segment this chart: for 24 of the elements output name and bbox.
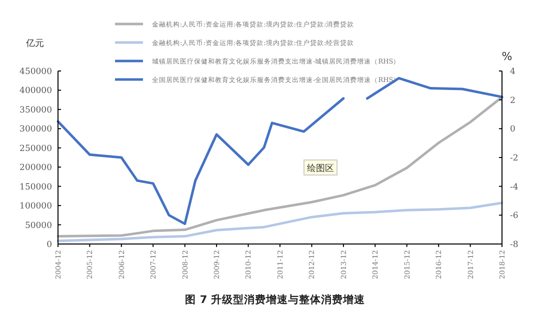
y-tick-label: 250000 (20, 144, 52, 154)
y2-tick-label: -6 (510, 211, 518, 222)
line-series (366, 76, 504, 100)
line-series (56, 97, 345, 226)
y2-axis-title: % (502, 50, 512, 63)
line-series (56, 96, 504, 238)
y2-tick-label: 4 (510, 66, 516, 77)
text: 图 7 升级型消费增速与整体消费增速 (185, 293, 366, 306)
y2-tick-label: -8 (510, 240, 518, 250)
y2-tick-label: 2 (510, 96, 516, 106)
y-tick-label: 350000 (20, 105, 52, 116)
y-tick-label: 450000 (20, 66, 52, 77)
y-tick-label: 100000 (20, 202, 52, 212)
y-tick-label: 0 (46, 240, 52, 250)
y-tick-label: 400000 (20, 86, 52, 96)
y2-tick-label: -2 (510, 153, 518, 164)
y-tick-label: 200000 (20, 163, 52, 174)
annotation: 绘图区 (307, 163, 334, 174)
y-axis-title: 亿元 (25, 38, 44, 49)
y-tick-label: 300000 (20, 124, 52, 135)
y-tick-label: 150000 (20, 182, 52, 192)
y-tick-label: 50000 (24, 220, 52, 231)
y2-tick-label: -4 (510, 182, 518, 192)
y2-tick-label: 0 (510, 124, 516, 135)
